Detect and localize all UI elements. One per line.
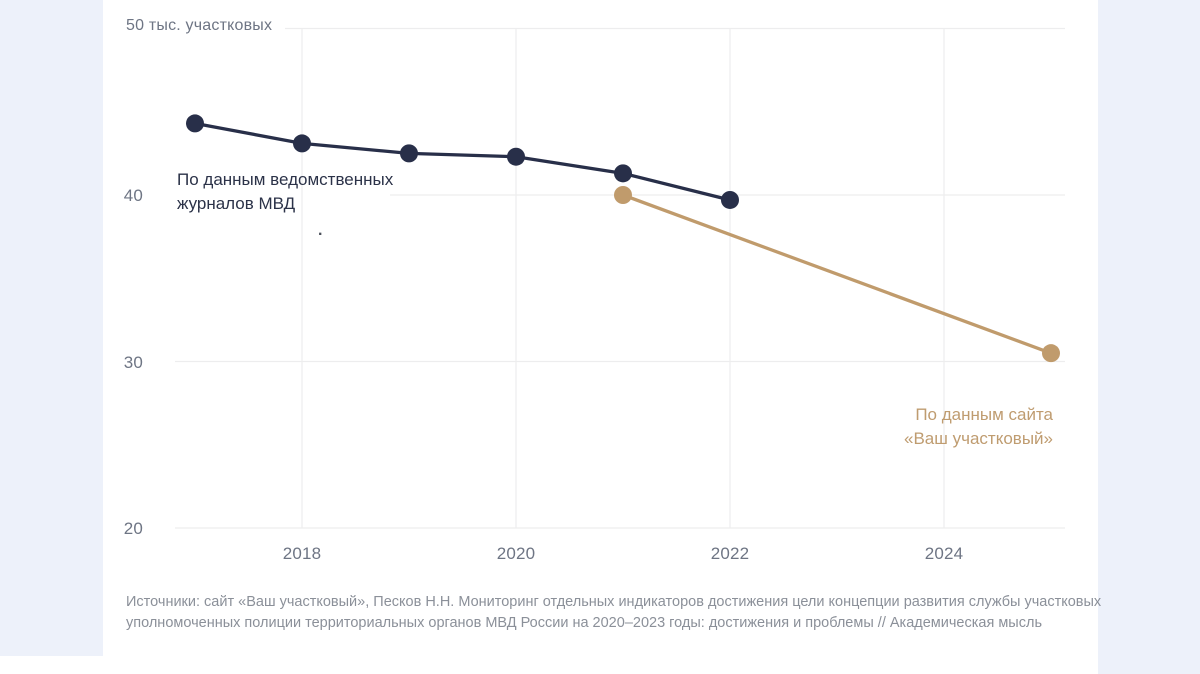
series-point-mvd-2021 bbox=[614, 164, 632, 183]
mvd-series-label-line2: журналов МВД bbox=[177, 194, 296, 213]
left-background-panel bbox=[0, 0, 103, 656]
x-tick-label-2022: 2022 bbox=[710, 544, 750, 563]
x-tick-label-2024: 2024 bbox=[924, 544, 964, 563]
mvd-series-label-line1: По данным ведомственных bbox=[177, 170, 394, 189]
y-tick-label-30: 30 bbox=[123, 352, 143, 372]
source-note-line1: Источники: сайт «Ваш участковый», Песков… bbox=[126, 594, 1102, 610]
source-note-line2: уполномоченных полиции территориальных о… bbox=[126, 614, 1042, 631]
series-point-site-2025 bbox=[1042, 344, 1060, 363]
x-tick-label-2018: 2018 bbox=[282, 544, 322, 563]
series-point-mvd-2020 bbox=[507, 147, 525, 166]
series-point-mvd-2017 bbox=[186, 114, 204, 133]
site-series-label-line2: «Ваш участковый» bbox=[904, 429, 1053, 448]
right-background-panel bbox=[1098, 0, 1200, 674]
series-point-mvd-2019 bbox=[400, 144, 418, 163]
stray-period-artifact: . bbox=[318, 222, 323, 239]
x-tick-label-2020: 2020 bbox=[496, 544, 536, 563]
series-point-mvd-2018 bbox=[293, 134, 311, 153]
source-note: Источники: сайт «Ваш участковый», Песков… bbox=[126, 592, 1101, 633]
series-line-mvd bbox=[193, 121, 732, 202]
series-point-mvd-2022 bbox=[721, 190, 739, 209]
y-axis-top-label: 50 тыс. участковых bbox=[126, 17, 273, 34]
site-series-label: По данным сайта «Ваш участковый» bbox=[813, 403, 1053, 451]
chart-card bbox=[103, 0, 1098, 674]
site-series-label-line1: По данным сайта bbox=[915, 405, 1053, 424]
series-point-site-2021 bbox=[614, 186, 632, 204]
mvd-series-label: По данным ведомственных журналов МВД bbox=[177, 168, 393, 216]
y-tick-label-40: 40 bbox=[123, 186, 143, 205]
series-line-site bbox=[621, 193, 1053, 355]
y-tick-label-20: 20 bbox=[123, 519, 143, 538]
